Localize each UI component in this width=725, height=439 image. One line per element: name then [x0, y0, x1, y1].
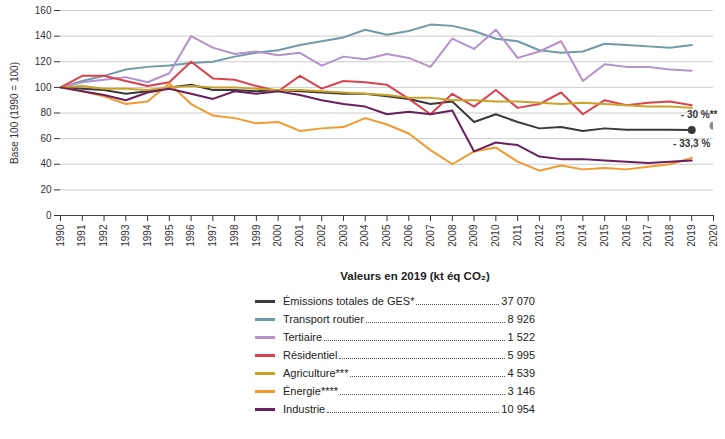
html-text:10 954: 10 954 — [501, 403, 535, 415]
svg-text:2005: 2005 — [381, 224, 392, 247]
svg-text:2012: 2012 — [534, 224, 545, 247]
svg-text:140: 140 — [35, 30, 52, 41]
svg-text:2016: 2016 — [621, 224, 632, 247]
html-text:37 070: 37 070 — [501, 295, 535, 307]
svg-text:160: 160 — [35, 5, 52, 16]
svg-text:1991: 1991 — [76, 224, 87, 247]
svg-text:60: 60 — [40, 133, 52, 144]
svg-text:2008: 2008 — [447, 224, 458, 247]
svg-text:1997: 1997 — [207, 224, 218, 247]
svg-text:1998: 1998 — [229, 224, 240, 247]
svg-text:2011: 2011 — [512, 224, 523, 246]
html-text:1 522: 1 522 — [507, 331, 535, 343]
html-text:Agriculture***: Agriculture*** — [283, 367, 349, 379]
svg-text:1996: 1996 — [185, 224, 196, 247]
svg-text:20: 20 — [40, 184, 52, 195]
svg-text:2000: 2000 — [272, 224, 283, 247]
svg-text:2002: 2002 — [316, 224, 327, 247]
svg-text:40: 40 — [40, 158, 52, 169]
svg-text:1993: 1993 — [120, 224, 131, 247]
svg-text:2009: 2009 — [468, 224, 479, 247]
html-text:Tertiaire: Tertiaire — [283, 331, 323, 343]
svg-text:1994: 1994 — [142, 224, 153, 247]
svg-text:0: 0 — [46, 210, 52, 221]
svg-text:80: 80 — [40, 107, 52, 118]
svg-text:2010: 2010 — [490, 224, 501, 247]
svg-text:2007: 2007 — [425, 224, 436, 247]
svg-text:1990: 1990 — [55, 224, 66, 247]
svg-text:100: 100 — [35, 82, 52, 93]
html-text:8 926: 8 926 — [507, 313, 535, 325]
svg-text:2004: 2004 — [359, 224, 370, 247]
svg-text:1992: 1992 — [98, 224, 109, 247]
svg-text:- 33,3 %: - 33,3 % — [673, 138, 710, 149]
svg-text:2015: 2015 — [599, 224, 610, 247]
html-text:4 539: 4 539 — [507, 367, 535, 379]
html-text:Industrie: Industrie — [283, 403, 326, 415]
svg-text:Base 100 (1990 = 100): Base 100 (1990 = 100) — [9, 62, 20, 164]
html-text:Résidentiel: Résidentiel — [283, 349, 338, 361]
html-text:Transport routier: Transport routier — [283, 313, 364, 325]
html-text:Valeurs en 2019 (kt éq CO₂): Valeurs en 2019 (kt éq CO₂) — [340, 270, 490, 282]
html-text:Émissions totales de GES*: Émissions totales de GES* — [283, 295, 415, 307]
svg-text:1999: 1999 — [251, 224, 262, 247]
svg-text:1995: 1995 — [164, 224, 175, 247]
svg-text:2019: 2019 — [686, 224, 697, 247]
svg-text:2014: 2014 — [577, 224, 588, 247]
svg-text:2017: 2017 — [642, 224, 653, 247]
svg-text:2001: 2001 — [294, 224, 305, 247]
html-text:3 146: 3 146 — [507, 385, 535, 397]
svg-text:- 30 %**: - 30 %** — [681, 109, 718, 120]
svg-text:2006: 2006 — [403, 224, 414, 247]
svg-text:2013: 2013 — [555, 224, 566, 247]
svg-text:120: 120 — [35, 56, 52, 67]
html-text:Énergie****: Énergie**** — [283, 385, 338, 397]
html-text:5 995: 5 995 — [507, 349, 535, 361]
svg-text:2020: 2020 — [708, 224, 719, 247]
svg-text:2018: 2018 — [664, 224, 675, 247]
svg-text:2003: 2003 — [338, 224, 349, 247]
